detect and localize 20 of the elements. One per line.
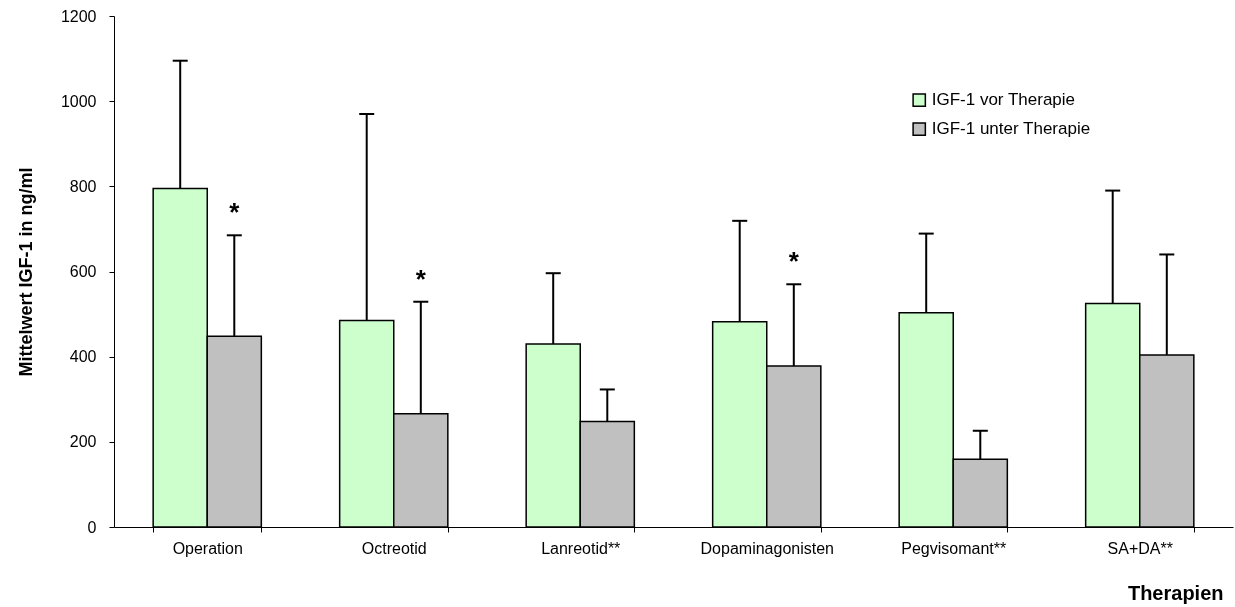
y-tick-label: 800	[69, 177, 97, 195]
y-tick-label: 400	[69, 348, 97, 366]
y-axis-title: Mittelwert IGF-1 in ng/ml	[15, 167, 36, 377]
x-tick-label: Pegvisomant**	[901, 539, 1007, 557]
legend-label: IGF-1 unter Therapie	[931, 119, 1091, 139]
y-tick-label: 600	[69, 263, 97, 280]
x-tick-label: Octreotid	[361, 539, 427, 557]
y-tick-label: 200	[69, 433, 97, 451]
y-tick-label: 1000	[60, 92, 97, 110]
x-axis-title: Therapien	[1127, 581, 1224, 604]
x-tick-label: Operation	[172, 539, 243, 557]
y-tick-label: 1200	[60, 7, 97, 25]
annotation: *	[229, 197, 241, 228]
x-tick-label: SA+DA**	[1107, 539, 1173, 557]
annotation: *	[788, 246, 800, 277]
x-tick-label: Lanreotid**	[541, 539, 621, 557]
annotation: *	[415, 263, 427, 294]
y-tick-label: 0	[87, 518, 97, 536]
legend-label: IGF-1 vor Therapie	[931, 90, 1076, 110]
x-tick-label: Dopaminagonisten	[700, 539, 834, 557]
